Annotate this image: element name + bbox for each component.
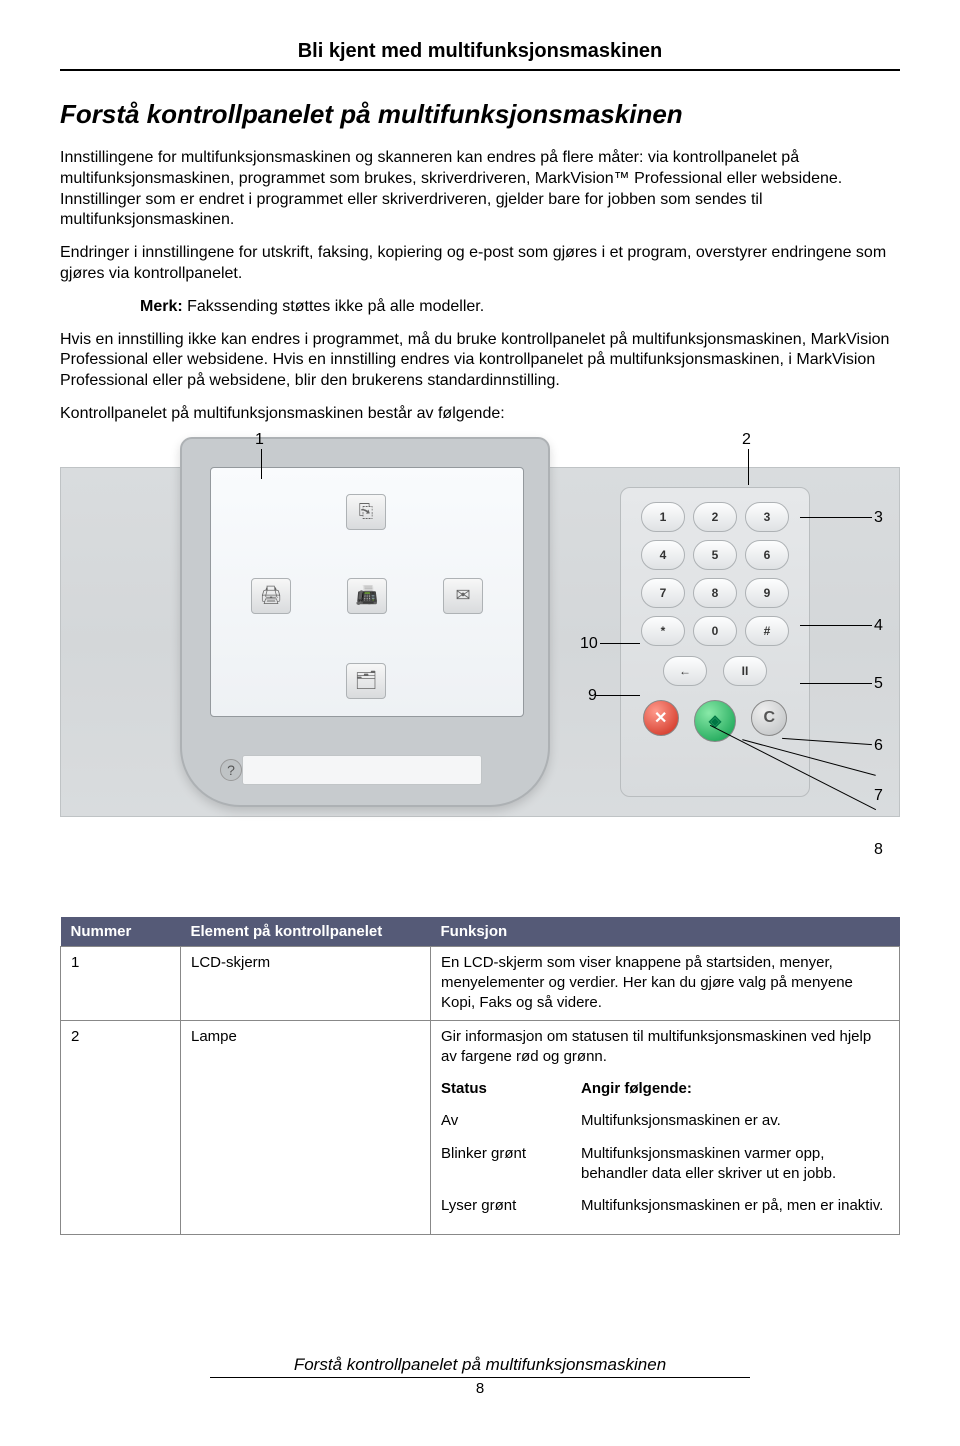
line-5 bbox=[800, 683, 872, 684]
callout-7: 7 bbox=[874, 787, 883, 805]
copy-icon: ⎘ bbox=[346, 494, 386, 530]
fax-icon: 📠 bbox=[347, 578, 387, 614]
line-9 bbox=[596, 695, 640, 696]
cell-num-2: 2 bbox=[61, 1020, 181, 1235]
paragraph-1: Innstillingene for multifunksjonsmaskine… bbox=[60, 148, 900, 231]
touchscreen-frame: ⎘ 🖨 📠 ✉ 🗂 ? bbox=[180, 437, 550, 807]
paragraph-4: Kontrollpanelet på multifunksjonsmaskine… bbox=[60, 404, 900, 425]
header-title: Bli kjent med multifunksjonsmaskinen bbox=[60, 40, 900, 63]
cell-el-2: Lampe bbox=[181, 1020, 431, 1235]
table-row: 2 Lampe Gir informasjon om statusen til … bbox=[61, 1020, 900, 1235]
sub-r3-c1: Lyser grønt bbox=[441, 1196, 581, 1216]
callout-3: 3 bbox=[874, 509, 883, 527]
note-line: Merk: Fakssending støttes ikke på alle m… bbox=[60, 297, 900, 318]
callout-6: 6 bbox=[874, 737, 883, 755]
callout-1: 1 bbox=[255, 431, 264, 449]
cell-el-1: LCD-skjerm bbox=[181, 946, 431, 1020]
help-icon: ? bbox=[220, 759, 242, 781]
note-text: Fakssending støttes ikke på alle modelle… bbox=[183, 298, 484, 315]
email-icon: ✉ bbox=[443, 578, 483, 614]
callout-5: 5 bbox=[874, 675, 883, 693]
description-table: Nummer Element på kontrollpanelet Funksj… bbox=[60, 917, 900, 1236]
line-2 bbox=[748, 449, 749, 485]
cell-fn-2-text: Gir informasjon om statusen til multifun… bbox=[441, 1028, 871, 1065]
callout-9: 9 bbox=[588, 687, 597, 705]
footer-page-number: 8 bbox=[60, 1380, 900, 1397]
sub-r2-c1: Blinker grønt bbox=[441, 1144, 581, 1185]
print-icon: 🖨 bbox=[251, 578, 291, 614]
th-function: Funksjon bbox=[431, 917, 900, 947]
line-4 bbox=[800, 625, 872, 626]
paragraph-2: Endringer i innstillingene for utskrift,… bbox=[60, 243, 900, 285]
keypad-star: * bbox=[641, 616, 685, 646]
sub-r1-c2: Multifunksjonsmaskinen er av. bbox=[581, 1111, 889, 1131]
clear-button: C bbox=[751, 700, 787, 736]
header-rule bbox=[60, 69, 900, 71]
line-3 bbox=[800, 517, 872, 518]
line-10 bbox=[600, 643, 640, 644]
callout-10: 10 bbox=[580, 635, 598, 653]
sub-h1: Status bbox=[441, 1079, 581, 1099]
keypad-5: 5 bbox=[693, 540, 737, 570]
back-button: ← bbox=[663, 656, 707, 686]
th-element: Element på kontrollpanelet bbox=[181, 917, 431, 947]
keypad-2: 2 bbox=[693, 502, 737, 532]
status-subtable: Status Angir følgende: Av Multifunksjons… bbox=[441, 1079, 889, 1216]
keypad-3: 3 bbox=[745, 502, 789, 532]
keypad-7: 7 bbox=[641, 578, 685, 608]
stop-button: ✕ bbox=[643, 700, 679, 736]
keypad-1: 1 bbox=[641, 502, 685, 532]
keypad-hash: # bbox=[745, 616, 789, 646]
control-panel-diagram: ⎘ 🖨 📠 ✉ 🗂 ? 1 2 3 4 5 6 bbox=[60, 437, 900, 857]
footer-title: Forstå kontrollpanelet på multifunksjons… bbox=[60, 1355, 900, 1375]
page-footer: Forstå kontrollpanelet på multifunksjons… bbox=[60, 1355, 900, 1397]
sub-r1-c1: Av bbox=[441, 1111, 581, 1131]
sub-r3-c2: Multifunksjonsmaskinen er på, men er ina… bbox=[581, 1196, 889, 1216]
pause-button: II bbox=[723, 656, 767, 686]
keypad-8: 8 bbox=[693, 578, 737, 608]
sub-r2-c2: Multifunksjonsmaskinen varmer opp, behan… bbox=[581, 1144, 889, 1185]
callout-2: 2 bbox=[742, 431, 751, 449]
lcd-screen: ⎘ 🖨 📠 ✉ 🗂 bbox=[210, 467, 524, 717]
cell-fn-2: Gir informasjon om statusen til multifun… bbox=[431, 1020, 900, 1235]
paragraph-3: Hvis en innstilling ikke kan endres i pr… bbox=[60, 330, 900, 392]
section-title: Forstå kontrollpanelet på multifunksjons… bbox=[60, 99, 900, 130]
sub-h2: Angir følgende: bbox=[581, 1079, 889, 1099]
ftp-icon: 🗂 bbox=[346, 663, 386, 699]
keypad-4: 4 bbox=[641, 540, 685, 570]
callout-8: 8 bbox=[874, 841, 883, 859]
keypad-9: 9 bbox=[745, 578, 789, 608]
callout-4: 4 bbox=[874, 617, 883, 635]
footer-rule bbox=[210, 1377, 750, 1378]
keypad-6: 6 bbox=[745, 540, 789, 570]
cell-fn-1: En LCD-skjerm som viser knappene på star… bbox=[431, 946, 900, 1020]
cell-num-1: 1 bbox=[61, 946, 181, 1020]
status-bar bbox=[242, 755, 482, 785]
note-label: Merk: bbox=[140, 298, 183, 315]
th-number: Nummer bbox=[61, 917, 181, 947]
line-1 bbox=[261, 449, 262, 479]
table-row: 1 LCD-skjerm En LCD-skjerm som viser kna… bbox=[61, 946, 900, 1020]
keypad-0: 0 bbox=[693, 616, 737, 646]
